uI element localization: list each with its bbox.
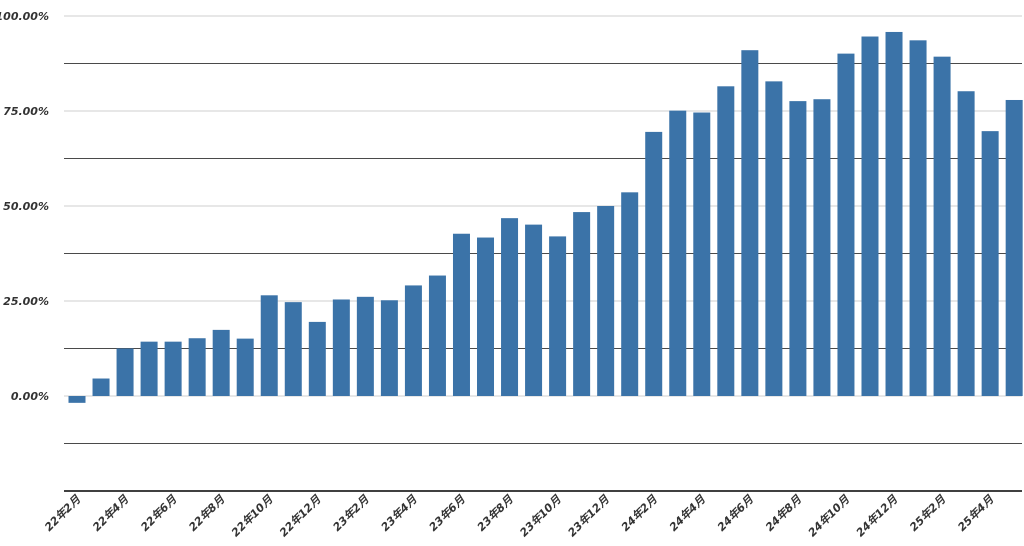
x-tick-label: 23年12月 — [565, 492, 612, 539]
bar — [308, 321, 326, 396]
bar — [693, 112, 711, 397]
x-tick-label: 25年4月 — [955, 492, 997, 534]
x-tick-label: 24年6月 — [715, 492, 757, 534]
x-tick-label: 23年2月 — [330, 492, 372, 534]
x-tick-label: 24年2月 — [619, 492, 661, 534]
x-tick-label: 25年2月 — [907, 492, 949, 534]
bar — [525, 224, 543, 396]
x-tick-label: 22年8月 — [186, 492, 228, 534]
x-axis: 22年2月 22年4月 22年6月 22年8月 22年10月 22年12月 23年2月 23年… — [42, 490, 1022, 539]
bar — [837, 53, 855, 397]
bar — [477, 237, 495, 396]
bar — [597, 206, 615, 396]
bar — [1005, 99, 1023, 396]
y-tick-label: 25.00% — [3, 295, 49, 308]
x-tick-label: 24年8月 — [763, 492, 805, 534]
bar — [116, 348, 134, 396]
y-tick-label: 75.00% — [3, 105, 49, 118]
bar — [356, 296, 374, 396]
bar — [404, 285, 422, 396]
x-tick-label: 22年12月 — [277, 492, 324, 539]
bar — [428, 275, 446, 396]
bar — [332, 299, 350, 396]
bar — [885, 31, 903, 397]
bar — [452, 233, 470, 396]
bar — [164, 341, 182, 396]
bar — [741, 50, 759, 396]
bar — [260, 295, 278, 396]
x-tick-label: 24年12月 — [854, 492, 901, 539]
bar — [212, 329, 230, 396]
bar — [861, 36, 879, 397]
bar — [765, 81, 783, 397]
bar — [789, 101, 807, 397]
x-tick-label: 24年10月 — [806, 492, 853, 539]
bar — [284, 302, 302, 396]
bar — [981, 131, 999, 396]
bar — [92, 378, 110, 396]
bar — [549, 236, 567, 396]
x-tick-label: 22年6月 — [138, 492, 180, 534]
bar — [188, 338, 206, 396]
x-tick-label: 22年10月 — [229, 492, 276, 539]
y-tick-label: 100.00% — [0, 10, 49, 23]
bar — [645, 131, 663, 396]
bar — [621, 192, 639, 396]
bar — [933, 56, 951, 396]
y-tick-label: 0.00% — [11, 390, 49, 403]
bar — [236, 338, 254, 396]
y-axis: 0.00% 25.00% 50.00% 75.00% 100.00% — [0, 10, 49, 403]
bar — [957, 91, 975, 397]
x-tick-label: 23年6月 — [427, 492, 469, 534]
x-tick-label: 22年2月 — [42, 492, 84, 534]
bar — [669, 110, 687, 397]
bar — [140, 341, 158, 396]
bar — [68, 396, 86, 403]
x-tick-label: 23年4月 — [379, 492, 421, 534]
bar — [501, 218, 519, 396]
bar — [717, 86, 735, 397]
x-tick-label: 24年4月 — [667, 492, 709, 534]
bar — [573, 212, 591, 396]
x-tick-label: 23年8月 — [475, 492, 517, 534]
y-tick-label: 50.00% — [3, 200, 49, 213]
bar — [909, 40, 927, 396]
x-tick-label: 23年10月 — [517, 492, 564, 539]
bar — [813, 99, 831, 396]
x-tick-label: 22年4月 — [90, 492, 132, 534]
bar — [380, 300, 398, 396]
bar-series — [68, 31, 1023, 403]
